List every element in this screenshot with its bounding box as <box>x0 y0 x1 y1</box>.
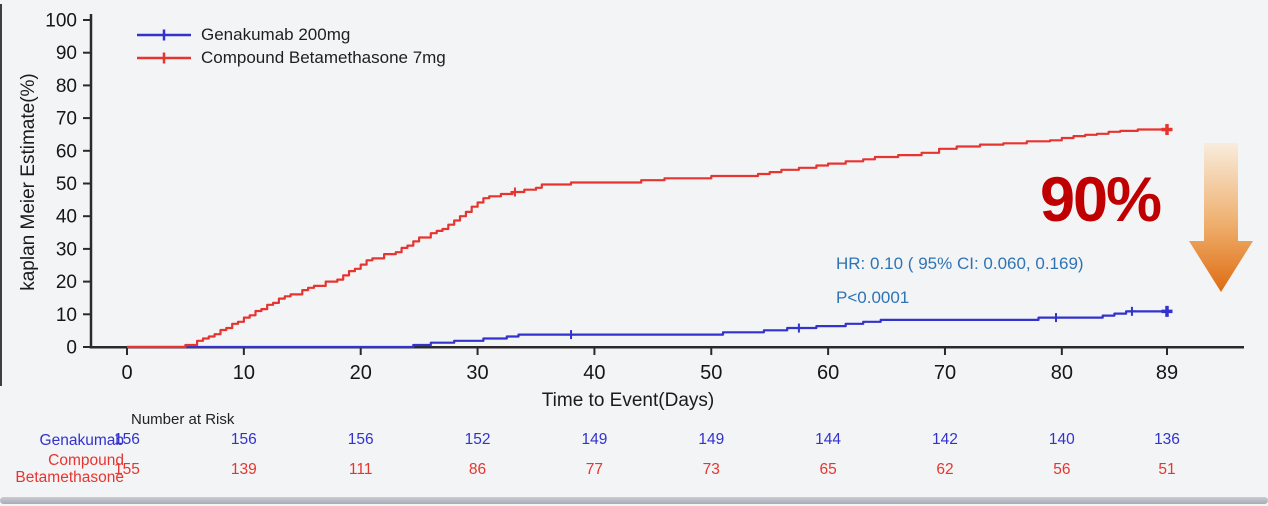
risk-value: 73 <box>702 461 720 478</box>
legend-marker-icon <box>137 52 191 63</box>
risk-value: 62 <box>936 461 954 478</box>
risk-value: 139 <box>230 461 257 478</box>
y-tick-label: 80 <box>56 76 77 97</box>
x-tick-label: 60 <box>817 362 839 384</box>
x-tick-label: 89 <box>1156 362 1178 384</box>
reduction-annotation: 90% <box>1039 165 1162 235</box>
y-tick-label: 60 <box>56 141 77 162</box>
km-curve-betamethasone <box>127 128 1167 349</box>
x-tick-label: 0 <box>121 362 132 384</box>
hr-value: HR: 0.10 ( 95% CI: 0.060, 0.169) <box>836 254 1084 273</box>
risk-row-label-betamethasone: Compound Betamethasone <box>15 452 124 486</box>
risk-value: 142 <box>932 431 958 448</box>
x-tick-label: 10 <box>233 362 255 384</box>
risk-value: 156 <box>114 431 140 448</box>
y-tick-label: 20 <box>56 272 77 293</box>
legend: Genakumab 200mg Compound Betamethasone 7m… <box>136 23 446 69</box>
legend-item: Compound Betamethasone 7mg <box>136 46 446 69</box>
legend-marker-icon <box>137 29 191 40</box>
risk-value: 144 <box>815 431 842 448</box>
y-tick-label: 100 <box>45 11 77 32</box>
risk-value: 51 <box>1158 461 1176 478</box>
decrease-arrow-icon <box>1189 143 1253 292</box>
x-tick-label: 50 <box>700 362 722 384</box>
y-tick-label: 0 <box>66 338 77 359</box>
legend-label: Compound Betamethasone 7mg <box>201 47 446 67</box>
y-tick-label: 50 <box>56 174 77 195</box>
risk-row-values-genakumab: 156 156 156 152 149 149 144 142 140 136 <box>0 431 1268 449</box>
y-tick-label: 40 <box>56 207 77 228</box>
risk-value: 77 <box>585 461 604 478</box>
risk-value: 65 <box>819 461 837 478</box>
risk-value: 152 <box>464 431 491 448</box>
risk-value: 149 <box>581 431 608 448</box>
x-tick-label: 80 <box>1051 362 1073 384</box>
x-tick-label: 40 <box>583 362 605 384</box>
hr-annotation: HR: 0.10 ( 95% CI: 0.060, 0.169) P<0.000… <box>836 247 1084 315</box>
risk-table-header: Number at Risk <box>131 411 235 428</box>
risk-value: 155 <box>114 461 140 478</box>
y-tick-label: 90 <box>56 43 77 64</box>
risk-value: 156 <box>230 431 257 448</box>
y-tick-label: 70 <box>56 109 77 130</box>
x-axis-title: Time to Event(Days) <box>541 390 715 411</box>
risk-value: 86 <box>468 461 487 478</box>
risk-value: 149 <box>698 431 725 448</box>
x-tick-label: 70 <box>934 362 956 384</box>
risk-value: 156 <box>347 431 374 448</box>
x-tick-label: 20 <box>350 362 372 384</box>
legend-label: Genakumab 200mg <box>201 24 351 44</box>
risk-value: 140 <box>1048 431 1075 448</box>
km-curve-genakumab <box>127 310 1167 349</box>
x-tick-label: 30 <box>466 362 488 384</box>
p-value: P<0.0001 <box>836 288 910 307</box>
left-edge-line <box>0 4 2 386</box>
y-tick-label: 10 <box>56 305 77 326</box>
y-axis-title: kaplan Meier Estimate(%) <box>18 73 39 291</box>
risk-value: 56 <box>1053 461 1071 478</box>
y-tick-label: 30 <box>56 239 77 260</box>
risk-value: 136 <box>1154 431 1180 448</box>
risk-row-label-genakumab: Genakumab <box>39 432 124 449</box>
legend-item: Genakumab 200mg <box>136 23 446 46</box>
risk-value: 111 <box>348 461 373 478</box>
bottom-bar <box>0 497 1268 504</box>
risk-row-values-betamethasone: 155 139 111 86 77 73 65 62 56 51 <box>0 461 1268 479</box>
